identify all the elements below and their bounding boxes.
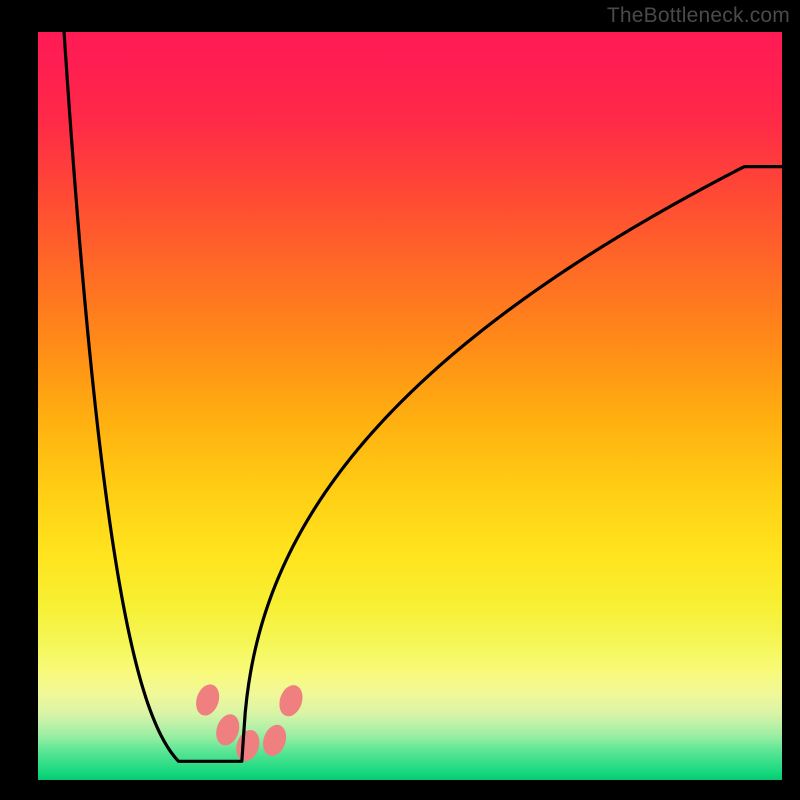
chart-container: TheBottleneck.com	[0, 0, 800, 800]
bottleneck-chart	[0, 0, 800, 800]
watermark-text: TheBottleneck.com	[607, 4, 790, 28]
plot-background	[38, 32, 782, 780]
